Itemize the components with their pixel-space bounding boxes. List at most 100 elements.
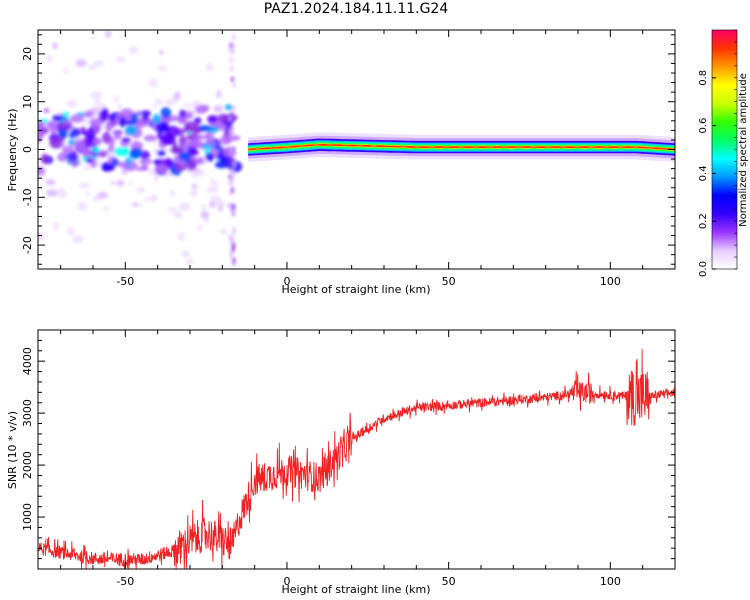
spectrogram-blob — [174, 91, 181, 100]
spectrogram-blob — [92, 124, 99, 131]
spectrogram-streak — [228, 173, 232, 180]
spectrogram-blob — [224, 104, 233, 111]
spectrogram-blob — [135, 166, 149, 171]
spectrogram-streak — [228, 158, 232, 165]
spectrogram-blob — [157, 66, 169, 71]
spectrogram-blob — [57, 187, 66, 195]
spectrogram-blob — [73, 139, 86, 151]
spectrogram-blob — [205, 139, 215, 146]
spectrogram-streak — [230, 208, 234, 215]
spectrogram-blob — [124, 125, 138, 136]
spectrogram-blob — [52, 221, 60, 231]
spectrogram-blob — [216, 90, 222, 98]
spectrogram-blob — [128, 46, 139, 55]
spectrogram-streak — [232, 257, 236, 264]
snr-xtick-label: 100 — [600, 575, 621, 588]
spectrogram-blob — [185, 258, 194, 266]
spectrogram-blob — [206, 185, 219, 194]
spectrogram-blob — [67, 144, 74, 154]
spectrogram-blob — [46, 54, 53, 63]
spectrogram-xtick-label: 50 — [442, 275, 456, 288]
spectrogram-axes: -50 0 50 100 -20 -10 0 10 20 — [21, 30, 676, 288]
spectrogram-ytick-label: -10 — [21, 188, 34, 206]
spectrogram-heatmap — [38, 30, 675, 266]
spectrogram-blob — [154, 164, 169, 174]
spectrogram-blob — [105, 30, 112, 38]
spectrogram-streak — [231, 49, 235, 56]
spectrogram-blob — [102, 162, 110, 172]
spectrogram-blob — [169, 189, 176, 198]
chart-title: PAZ1.2024.184.11.11.G24 — [263, 1, 449, 17]
spectrogram-blob — [97, 191, 109, 199]
spectrogram-blob — [121, 137, 131, 143]
spectrogram-blob — [183, 124, 190, 133]
spectrogram-blob — [160, 107, 172, 119]
snr-frame — [37, 329, 676, 570]
spectrogram-blob — [43, 108, 50, 114]
spectrogram-blob — [129, 182, 134, 187]
spectrogram-blob — [93, 137, 102, 146]
colorbar-tick-label: 0.8 — [698, 70, 709, 86]
spectrogram-blob — [38, 122, 45, 132]
spectrogram-blob — [98, 152, 107, 158]
colorbar-tick-label: 0.4 — [698, 165, 709, 181]
spectrogram-blob — [66, 99, 78, 108]
spectrogram-blob — [154, 173, 159, 184]
spectrogram-blob — [152, 114, 161, 124]
spectrogram-xlabel: Height of straight line (km) — [281, 283, 430, 296]
spectrogram-blob — [153, 159, 164, 165]
spectrogram-blob — [183, 102, 192, 108]
spectrogram-blob — [185, 110, 194, 120]
colorbar — [711, 29, 738, 270]
spectrogram-blob — [179, 159, 186, 166]
spectrogram-streak — [231, 235, 235, 242]
spectrogram-blobs — [38, 30, 243, 266]
spectrogram-blob — [72, 159, 78, 168]
spectrogram-blob — [52, 42, 58, 50]
snr-ytick-label: 4000 — [21, 347, 34, 375]
spectrogram-streak — [232, 43, 236, 50]
spectrogram-streak — [232, 34, 236, 41]
snr-plot — [38, 348, 675, 569]
spectrogram-blob — [78, 182, 90, 189]
spectrogram-streak — [230, 111, 234, 118]
spectrogram-blob — [201, 203, 206, 211]
spectrogram-streak — [228, 46, 232, 53]
spectrogram-blob — [150, 194, 158, 203]
spectrogram-blob — [190, 169, 198, 178]
spectrogram-blob — [132, 202, 139, 207]
spectrogram-blob — [217, 203, 223, 212]
spectrogram-blob — [207, 115, 218, 124]
spectrogram-blob — [112, 158, 119, 167]
spectrogram-blob — [156, 149, 166, 157]
spectrogram-blob — [186, 132, 200, 142]
spectrogram-blob — [82, 165, 91, 171]
spectrogram-blob — [190, 188, 198, 199]
spectrogram-blob — [102, 131, 111, 144]
spectrogram-blob — [52, 114, 62, 122]
spectrogram-xtick-label: 0 — [283, 275, 290, 288]
spectrogram-blob — [67, 226, 75, 237]
spectrogram-blob — [116, 179, 125, 187]
spectrogram-streak — [231, 203, 235, 210]
spectrogram-blob — [204, 217, 210, 224]
spectrogram-blob — [88, 63, 97, 71]
spectrogram-blob — [49, 123, 58, 135]
spectrogram-blob — [143, 196, 154, 202]
spectrogram-blob — [98, 109, 109, 122]
spectrogram-streak — [229, 57, 233, 64]
snr-axes: -50 0 50 100 1000 2000 3000 4000 — [21, 329, 676, 588]
snr-xtick-label: -50 — [116, 575, 134, 588]
tone-band-layer — [248, 143, 675, 151]
spectrogram-blob — [113, 95, 120, 103]
colorbar-tick-label: 0.6 — [698, 118, 709, 134]
snr-ytick-label: 3000 — [21, 399, 34, 427]
spectrogram-blob — [136, 186, 146, 194]
spectrogram-blob — [81, 147, 92, 158]
spectrogram-blob — [198, 124, 212, 132]
spectrogram-blob — [129, 147, 143, 158]
spectrogram-streak — [232, 104, 236, 111]
spectrogram-blob — [170, 147, 185, 154]
spectrogram-blob — [45, 189, 58, 197]
spectrogram-blob — [116, 103, 123, 109]
